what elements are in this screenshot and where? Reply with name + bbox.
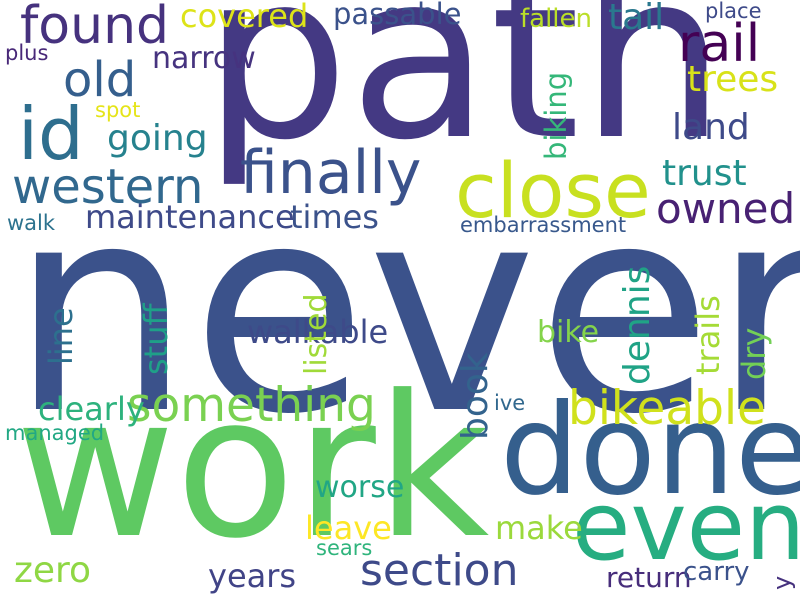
word-walk: return <box>606 561 692 594</box>
word-id: id <box>18 92 84 176</box>
word-land: land <box>672 107 750 148</box>
word-finally: finally <box>240 138 422 208</box>
word-tail: tail <box>608 0 665 38</box>
word-line: sears <box>316 536 373 560</box>
word-owned: owned <box>656 184 796 233</box>
word-fallen: years <box>208 557 297 595</box>
word-work: work <box>15 354 490 582</box>
word-never: never <box>10 145 800 477</box>
word-passable: passable <box>333 0 462 31</box>
word-embarrassment: managed <box>5 421 105 445</box>
word-going: going <box>107 118 208 159</box>
word-found: found <box>20 0 170 56</box>
word-narrow: carry <box>683 557 750 587</box>
word-biking: plus <box>5 41 49 65</box>
word-rail: rail <box>678 14 761 74</box>
word-sears: place <box>705 0 762 23</box>
word-walkable: book <box>455 352 496 440</box>
word-something: something <box>127 378 376 433</box>
word-ive: fallen <box>520 4 593 34</box>
word-trails: biking <box>539 71 573 160</box>
word-even: even <box>572 472 800 582</box>
word-worse: listed <box>299 293 334 375</box>
word-covered: covered <box>180 0 309 35</box>
word-done: done <box>500 378 800 523</box>
word-listed: embarrassment <box>460 213 627 237</box>
word-managed: zero <box>14 550 92 591</box>
word-book: walk <box>7 211 56 235</box>
word-dry: narrow <box>152 41 256 76</box>
word-carry: line <box>42 307 80 365</box>
word-old: old <box>63 52 137 108</box>
word-close: close <box>455 146 651 235</box>
word-clearly: dennis <box>617 265 658 385</box>
word-plus: make <box>495 509 583 547</box>
word-trust: trust <box>662 153 747 194</box>
word-bike: walkable <box>247 313 389 351</box>
word-path: path <box>203 0 726 191</box>
word-stuff: ive <box>494 391 526 415</box>
word-place: leave <box>305 509 392 547</box>
word-years: trails <box>689 295 727 375</box>
word-bikeable: bikeable <box>568 381 766 436</box>
word-y: y <box>768 575 796 590</box>
word-zero: dry <box>735 327 773 380</box>
word-times: times <box>290 198 379 236</box>
word-dennis: spot <box>95 98 141 122</box>
word-leave: bike <box>537 315 600 350</box>
word-trees: trees <box>687 59 779 100</box>
word-make: clearly <box>38 390 145 428</box>
word-western: western <box>12 159 204 215</box>
word-return: stuff <box>137 303 175 375</box>
word-section: section <box>360 545 519 596</box>
word-maintenance: maintenance <box>85 198 295 236</box>
word-spot: worse <box>315 470 405 505</box>
